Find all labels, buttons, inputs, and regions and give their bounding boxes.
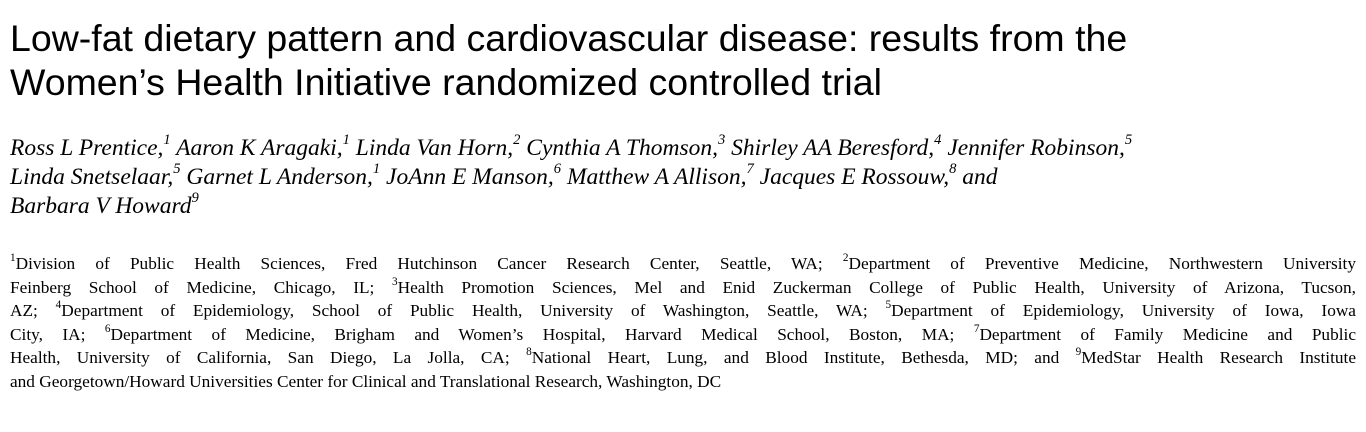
- author-affiliation-mark: 1: [163, 132, 171, 148]
- affiliation-mark: 1: [10, 252, 16, 265]
- affiliation-mark: 4: [55, 299, 62, 312]
- author-affiliation-mark: 9: [191, 190, 199, 206]
- affiliation-text: Department of Medicine, Brigham and Wome…: [110, 324, 974, 344]
- author-conjunction: and: [962, 164, 998, 190]
- author-line-2: Linda Snetselaar,5 Garnet L Anderson,1 J…: [10, 161, 1356, 192]
- author-affiliation-mark: 6: [553, 161, 562, 177]
- affiliation-text-part: City, IA;: [10, 324, 105, 344]
- title-line-2: Women’s Health Initiative randomized con…: [10, 61, 882, 103]
- affiliation-mark: 5: [885, 299, 892, 312]
- affiliation-line-6: and Georgetown/Howard Universities Cente…: [10, 370, 1356, 394]
- affiliation-text-part: Department of Preventive Medicine, North…: [848, 254, 1356, 273]
- author-name: Linda Van Horn,: [355, 135, 514, 161]
- article-title: Low-fat dietary pattern and cardiovascul…: [10, 16, 1356, 104]
- affiliation-mark: 2: [842, 252, 849, 265]
- affiliation-line-1: 1Division of Public Health Sciences, Fre…: [10, 252, 1356, 276]
- affiliation-text-part: Feinberg School of Medicine, Chicago, IL…: [10, 277, 393, 297]
- author-line-3: Barbara V Howard9: [10, 190, 1356, 221]
- author-affiliation-mark: 5: [173, 161, 181, 177]
- affiliation-line-5: Health, University of California, San Di…: [10, 346, 1356, 370]
- affiliation-text: Division of Public Health Sciences, Fred…: [15, 254, 843, 273]
- affiliation-line-4: City, IA; 6Department of Medicine, Brigh…: [10, 323, 1356, 347]
- author-affiliation-mark: 2: [513, 132, 521, 148]
- author-line-1: Ross L Prentice,1 Aaron K Aragaki,1 Lind…: [10, 132, 1356, 163]
- author-affiliation-mark: 7: [746, 161, 754, 177]
- author-name: Jennifer Robinson,: [947, 135, 1125, 161]
- author-affiliation-mark: 1: [342, 132, 350, 148]
- affiliation-text: Department of Epidemiology, School of Pu…: [61, 301, 886, 320]
- title-line-1: Low-fat dietary pattern and cardiovascul…: [10, 17, 1128, 59]
- affiliation-text-part: Health, University of California, San Di…: [10, 348, 527, 367]
- author-list: Ross L Prentice,1 Aaron K Aragaki,1 Lind…: [10, 132, 1356, 221]
- author-name: Shirley AA Beresford,: [731, 135, 935, 161]
- author-affiliation-mark: 3: [718, 132, 726, 148]
- affiliation-mark: 9: [1075, 346, 1082, 359]
- author-name: JoAnn E Manson,: [386, 164, 554, 190]
- affiliation-text: National Heart, Lung, and Blood Institut…: [531, 348, 1076, 367]
- author-affiliation-mark: 5: [1124, 132, 1133, 148]
- affiliation-mark: 7: [973, 322, 980, 335]
- author-affiliation-mark: 8: [949, 161, 957, 177]
- affiliation-text-part: and Georgetown/Howard Universities Cente…: [10, 371, 722, 391]
- author-affiliation-mark: 4: [934, 132, 942, 148]
- paper-header: Low-fat dietary pattern and cardiovascul…: [10, 16, 1356, 393]
- affiliation-text-part: Department of Family Medicine and Public: [979, 324, 1356, 344]
- affiliation-line-3: AZ; 4Department of Epidemiology, School …: [10, 299, 1356, 323]
- affiliation-text-part: AZ;: [10, 301, 56, 320]
- affiliation-line-2: Feinberg School of Medicine, Chicago, IL…: [10, 276, 1356, 300]
- affiliation-text-part: Department of Epidemiology, University o…: [891, 301, 1356, 320]
- affiliation-text-part: Health Promotion Sciences, Mel and Enid …: [397, 277, 1356, 297]
- author-name: Ross L Prentice,: [10, 135, 164, 161]
- affiliation-mark: 8: [526, 346, 532, 359]
- affiliation-text-part: MedStar Health Research Institute: [1081, 348, 1356, 367]
- author-name: Cynthia A Thomson,: [526, 135, 718, 161]
- author-name: Matthew A Allison,: [566, 164, 747, 190]
- author-name: Jacques E Rossouw,: [759, 164, 950, 190]
- author-name: Aaron K Aragaki,: [176, 135, 343, 161]
- affiliation-mark: 6: [104, 322, 111, 335]
- affiliations: 1Division of Public Health Sciences, Fre…: [10, 252, 1356, 393]
- author-affiliation-mark: 1: [372, 161, 381, 177]
- author-name: Linda Snetselaar,: [10, 164, 174, 190]
- affiliation-mark: 3: [392, 275, 398, 288]
- author-name: Garnet L Anderson,: [186, 164, 373, 190]
- author-name: Barbara V Howard: [10, 193, 192, 219]
